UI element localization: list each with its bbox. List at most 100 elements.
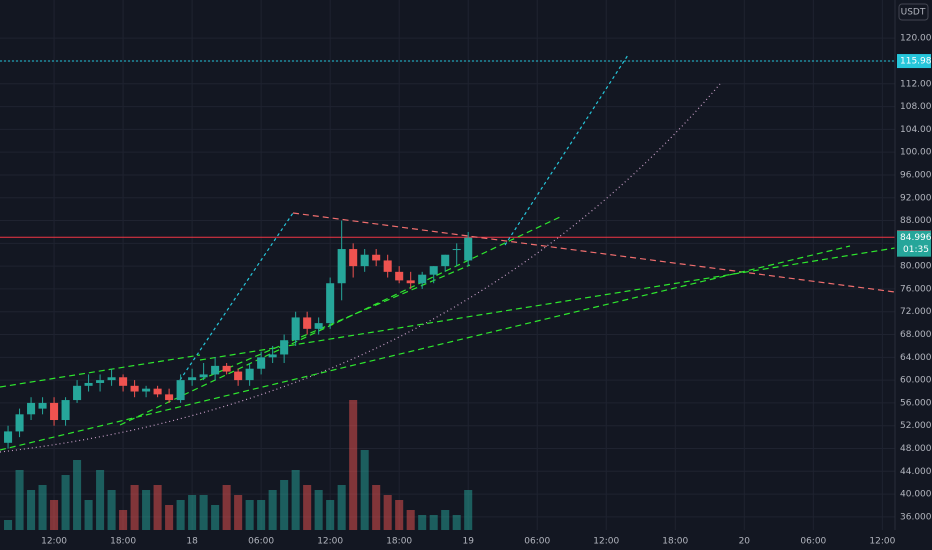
candle-body — [27, 402, 36, 415]
candle-body — [188, 377, 197, 381]
y-tick-label: 36.000 — [900, 512, 932, 522]
volume-bar — [73, 460, 82, 530]
grid — [0, 0, 895, 530]
candle-body — [61, 400, 70, 421]
candle-body — [326, 283, 335, 324]
volume-bar — [406, 510, 415, 530]
candle-body — [245, 368, 254, 381]
y-tick-label: 112.000 — [900, 79, 932, 89]
volume-bar — [245, 500, 254, 530]
time-axis — [0, 530, 932, 550]
candle-body — [280, 340, 289, 355]
x-tick-label: 18 — [186, 537, 198, 547]
x-tick-label: 18:00 — [662, 537, 688, 547]
volume-bar — [188, 495, 197, 530]
x-tick-label: 06:00 — [800, 537, 826, 547]
y-tick-label: 68.000 — [900, 330, 932, 340]
y-tick-label: 120.000 — [900, 34, 932, 44]
last-price-label: 84.996 — [900, 233, 932, 243]
volume-bar — [176, 500, 185, 530]
candle-body — [222, 365, 231, 372]
volume-bar — [452, 515, 461, 530]
trend-line — [179, 212, 294, 381]
candle-body — [268, 354, 277, 358]
volume-bar — [211, 505, 220, 530]
candle-body — [360, 254, 369, 267]
axis-labels: 36.000 40.000 44.000 48.000 52.000 56.000 60.0… — [41, 34, 932, 547]
candle-body — [130, 385, 139, 392]
last-price-tag — [897, 230, 931, 257]
y-tick-label: 92.000 — [900, 193, 932, 203]
trend-line — [0, 354, 201, 388]
trend-line — [199, 247, 896, 361]
volume-layer — [4, 400, 473, 530]
y-tick-label: 40.000 — [900, 490, 932, 500]
volume-bar — [50, 500, 59, 530]
price-axis — [895, 0, 932, 550]
y-tick-label: 76.000 — [900, 284, 932, 294]
y-tick-label: 44.000 — [900, 467, 932, 477]
candle-body — [176, 380, 185, 401]
volume-bar — [130, 485, 139, 530]
x-tick-label: 12:00 — [869, 537, 895, 547]
x-tick-label: 12:00 — [593, 537, 619, 547]
candle-body — [165, 394, 174, 401]
drawings — [0, 54, 896, 453]
price-tag — [897, 54, 931, 69]
x-tick-label: 12:00 — [317, 537, 343, 547]
y-tick-label: 88.000 — [900, 216, 932, 226]
volume-bar — [38, 485, 47, 530]
volume-bar — [464, 490, 473, 530]
volume-bar — [429, 515, 438, 530]
volume-bar — [84, 500, 93, 530]
volume-bar — [107, 490, 116, 530]
candle-body — [119, 377, 128, 386]
candle-body — [337, 249, 346, 284]
volume-bar — [27, 490, 36, 530]
horizontal-lines — [0, 60, 895, 238]
x-tick-label: 18:00 — [110, 537, 136, 547]
volume-bar — [314, 490, 323, 530]
y-tick-label: 96.000 — [900, 170, 932, 180]
candle-body — [464, 237, 473, 261]
candle-body — [4, 431, 13, 443]
y-tick-label: 104.000 — [900, 125, 932, 135]
volume-bar — [4, 520, 13, 530]
candle-body — [50, 402, 59, 421]
volume-bar — [383, 495, 392, 530]
volume-bar — [257, 500, 266, 530]
candle-body — [395, 271, 404, 281]
candle-body — [452, 249, 461, 251]
y-tick-label: 52.000 — [900, 421, 932, 431]
currency-box[interactable] — [898, 3, 929, 21]
y-tick-label: 80.000 — [900, 262, 932, 272]
volume-bar — [199, 495, 208, 530]
candles — [4, 220, 473, 449]
volume-bar — [234, 495, 243, 530]
y-tick-label: 56.000 — [900, 398, 932, 408]
volume-bar — [153, 485, 162, 530]
volume-bar — [15, 470, 24, 530]
candle-body — [291, 317, 300, 341]
trend-line — [0, 245, 851, 451]
x-tick-label: 06:00 — [524, 537, 550, 547]
candle-body — [38, 402, 47, 409]
trend-line — [199, 264, 471, 381]
candle-body — [142, 388, 151, 392]
candle-body — [73, 385, 82, 401]
countdown-label: 01:35 — [903, 245, 929, 255]
candle-body — [153, 388, 162, 395]
volume-bar — [61, 475, 70, 530]
volume-bar — [222, 485, 231, 530]
y-tick-label: 60.000 — [900, 376, 932, 386]
currency-label: USDT — [901, 8, 926, 18]
x-tick-label: 20 — [739, 537, 751, 547]
y-tick-label: 100.000 — [900, 148, 932, 158]
volume-bar — [441, 510, 450, 530]
volume-bar — [96, 470, 105, 530]
candle-body — [314, 323, 323, 329]
candle-body — [406, 280, 415, 284]
y-tick-label: 48.000 — [900, 444, 932, 454]
volume-bar — [349, 400, 358, 530]
